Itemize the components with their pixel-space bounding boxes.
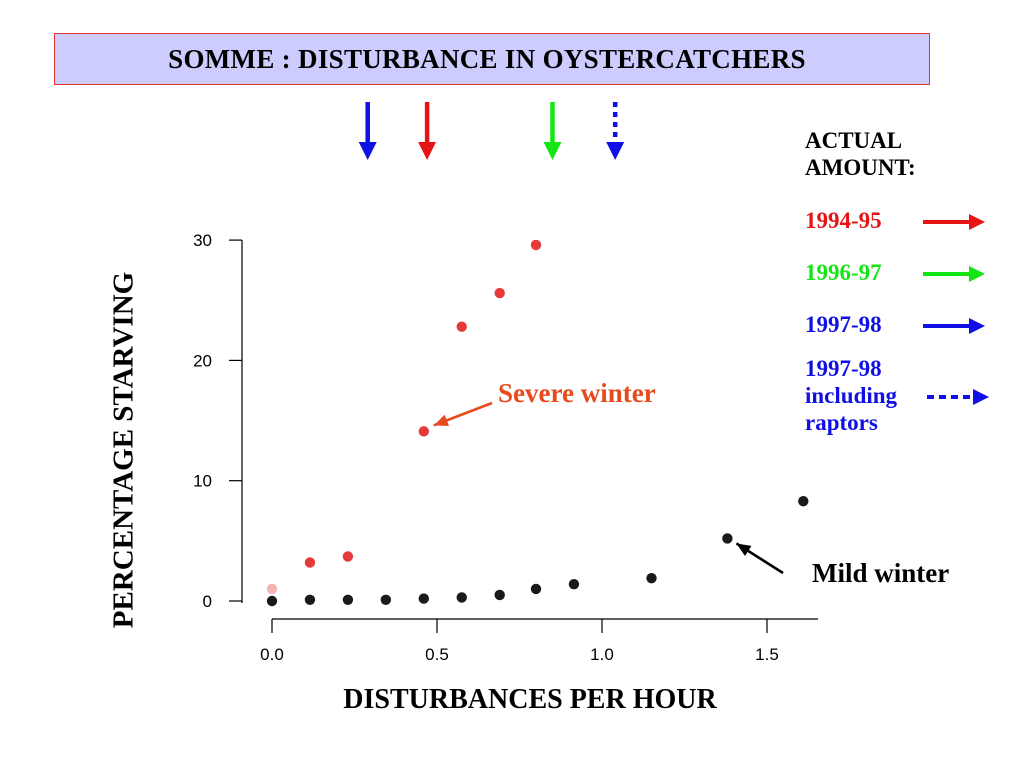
legend-arrow-head	[973, 388, 989, 405]
legend-arrow-head	[969, 317, 985, 334]
mild-winter-point	[646, 572, 657, 584]
severe-winter-arrow-head	[433, 414, 450, 426]
legend: ACTUAL AMOUNT: 1994-95 1996-97 1997-98 1…	[805, 128, 1015, 442]
mild-winter-point	[456, 592, 467, 603]
severe-winter-point	[342, 551, 354, 562]
severe-winter-point	[456, 321, 467, 332]
y-tick-label: 30	[193, 231, 212, 250]
x-tick-label: 0.0	[260, 645, 284, 664]
mild-winter-point	[342, 594, 354, 605]
legend-label: 1994-95	[805, 208, 882, 234]
down-arrow-head	[543, 142, 562, 160]
down-arrow-head	[606, 142, 625, 160]
severe-winter-point	[304, 557, 316, 568]
legend-item-1994-95: 1994-95	[805, 196, 1015, 248]
legend-item-1997-98-raptors: 1997-98 including raptors	[805, 352, 1015, 442]
legend-item-1996-97: 1996-97	[805, 248, 1015, 300]
legend-item-1997-98: 1997-98	[805, 300, 1015, 352]
mild-winter-arrow-head	[736, 543, 752, 557]
mild-winter-point	[304, 594, 316, 605]
title-box: SOMME : DISTURBANCE IN OYSTERCATCHERS	[54, 33, 930, 85]
y-tick-label: 20	[193, 351, 212, 370]
red-arrow-icon	[923, 213, 985, 230]
green-arrow-icon	[923, 265, 985, 282]
x-axis-label: DISTURBANCES PER HOUR	[343, 684, 717, 715]
severe-winter-point	[418, 426, 429, 437]
x-tick-label: 0.5	[425, 645, 449, 664]
x-tick-label: 1.0	[590, 645, 614, 664]
severe-winter-point	[530, 239, 542, 251]
mild-winter-point	[722, 533, 733, 544]
chart-title: SOMME : DISTURBANCE IN OYSTERCATCHERS	[168, 43, 806, 74]
legend-label: 1997-98 including raptors	[805, 356, 898, 436]
x-tick-label: 1.5	[755, 645, 779, 664]
mild-winter-point	[418, 593, 429, 604]
mild-winter-point	[266, 595, 278, 607]
legend-heading: ACTUAL AMOUNT:	[805, 128, 916, 180]
dashed-blue-arrow-icon	[927, 388, 989, 405]
y-tick-label: 0	[203, 592, 212, 611]
legend-arrow-head	[969, 213, 985, 230]
severe-winter-point	[494, 287, 505, 299]
y-tick-label: 10	[193, 472, 212, 491]
mild-winter-point	[568, 578, 580, 590]
mild-winter-point	[380, 594, 392, 605]
legend-label: 1996-97	[805, 260, 882, 286]
down-arrow-head	[358, 142, 377, 160]
mild-winter-point	[798, 495, 809, 507]
down-arrow-head	[418, 142, 437, 160]
severe-winter-point	[266, 583, 278, 595]
mild-winter-point	[494, 589, 505, 601]
mild-winter-point	[530, 583, 542, 595]
legend-label: 1997-98	[805, 312, 882, 338]
blue-arrow-icon	[923, 317, 985, 334]
mild-winter-annotation: Mild winter	[812, 558, 950, 588]
y-axis-label: PERCENTAGE STARVING	[107, 271, 140, 629]
severe-winter-annotation: Severe winter	[498, 378, 656, 408]
legend-arrow-head	[969, 265, 985, 282]
